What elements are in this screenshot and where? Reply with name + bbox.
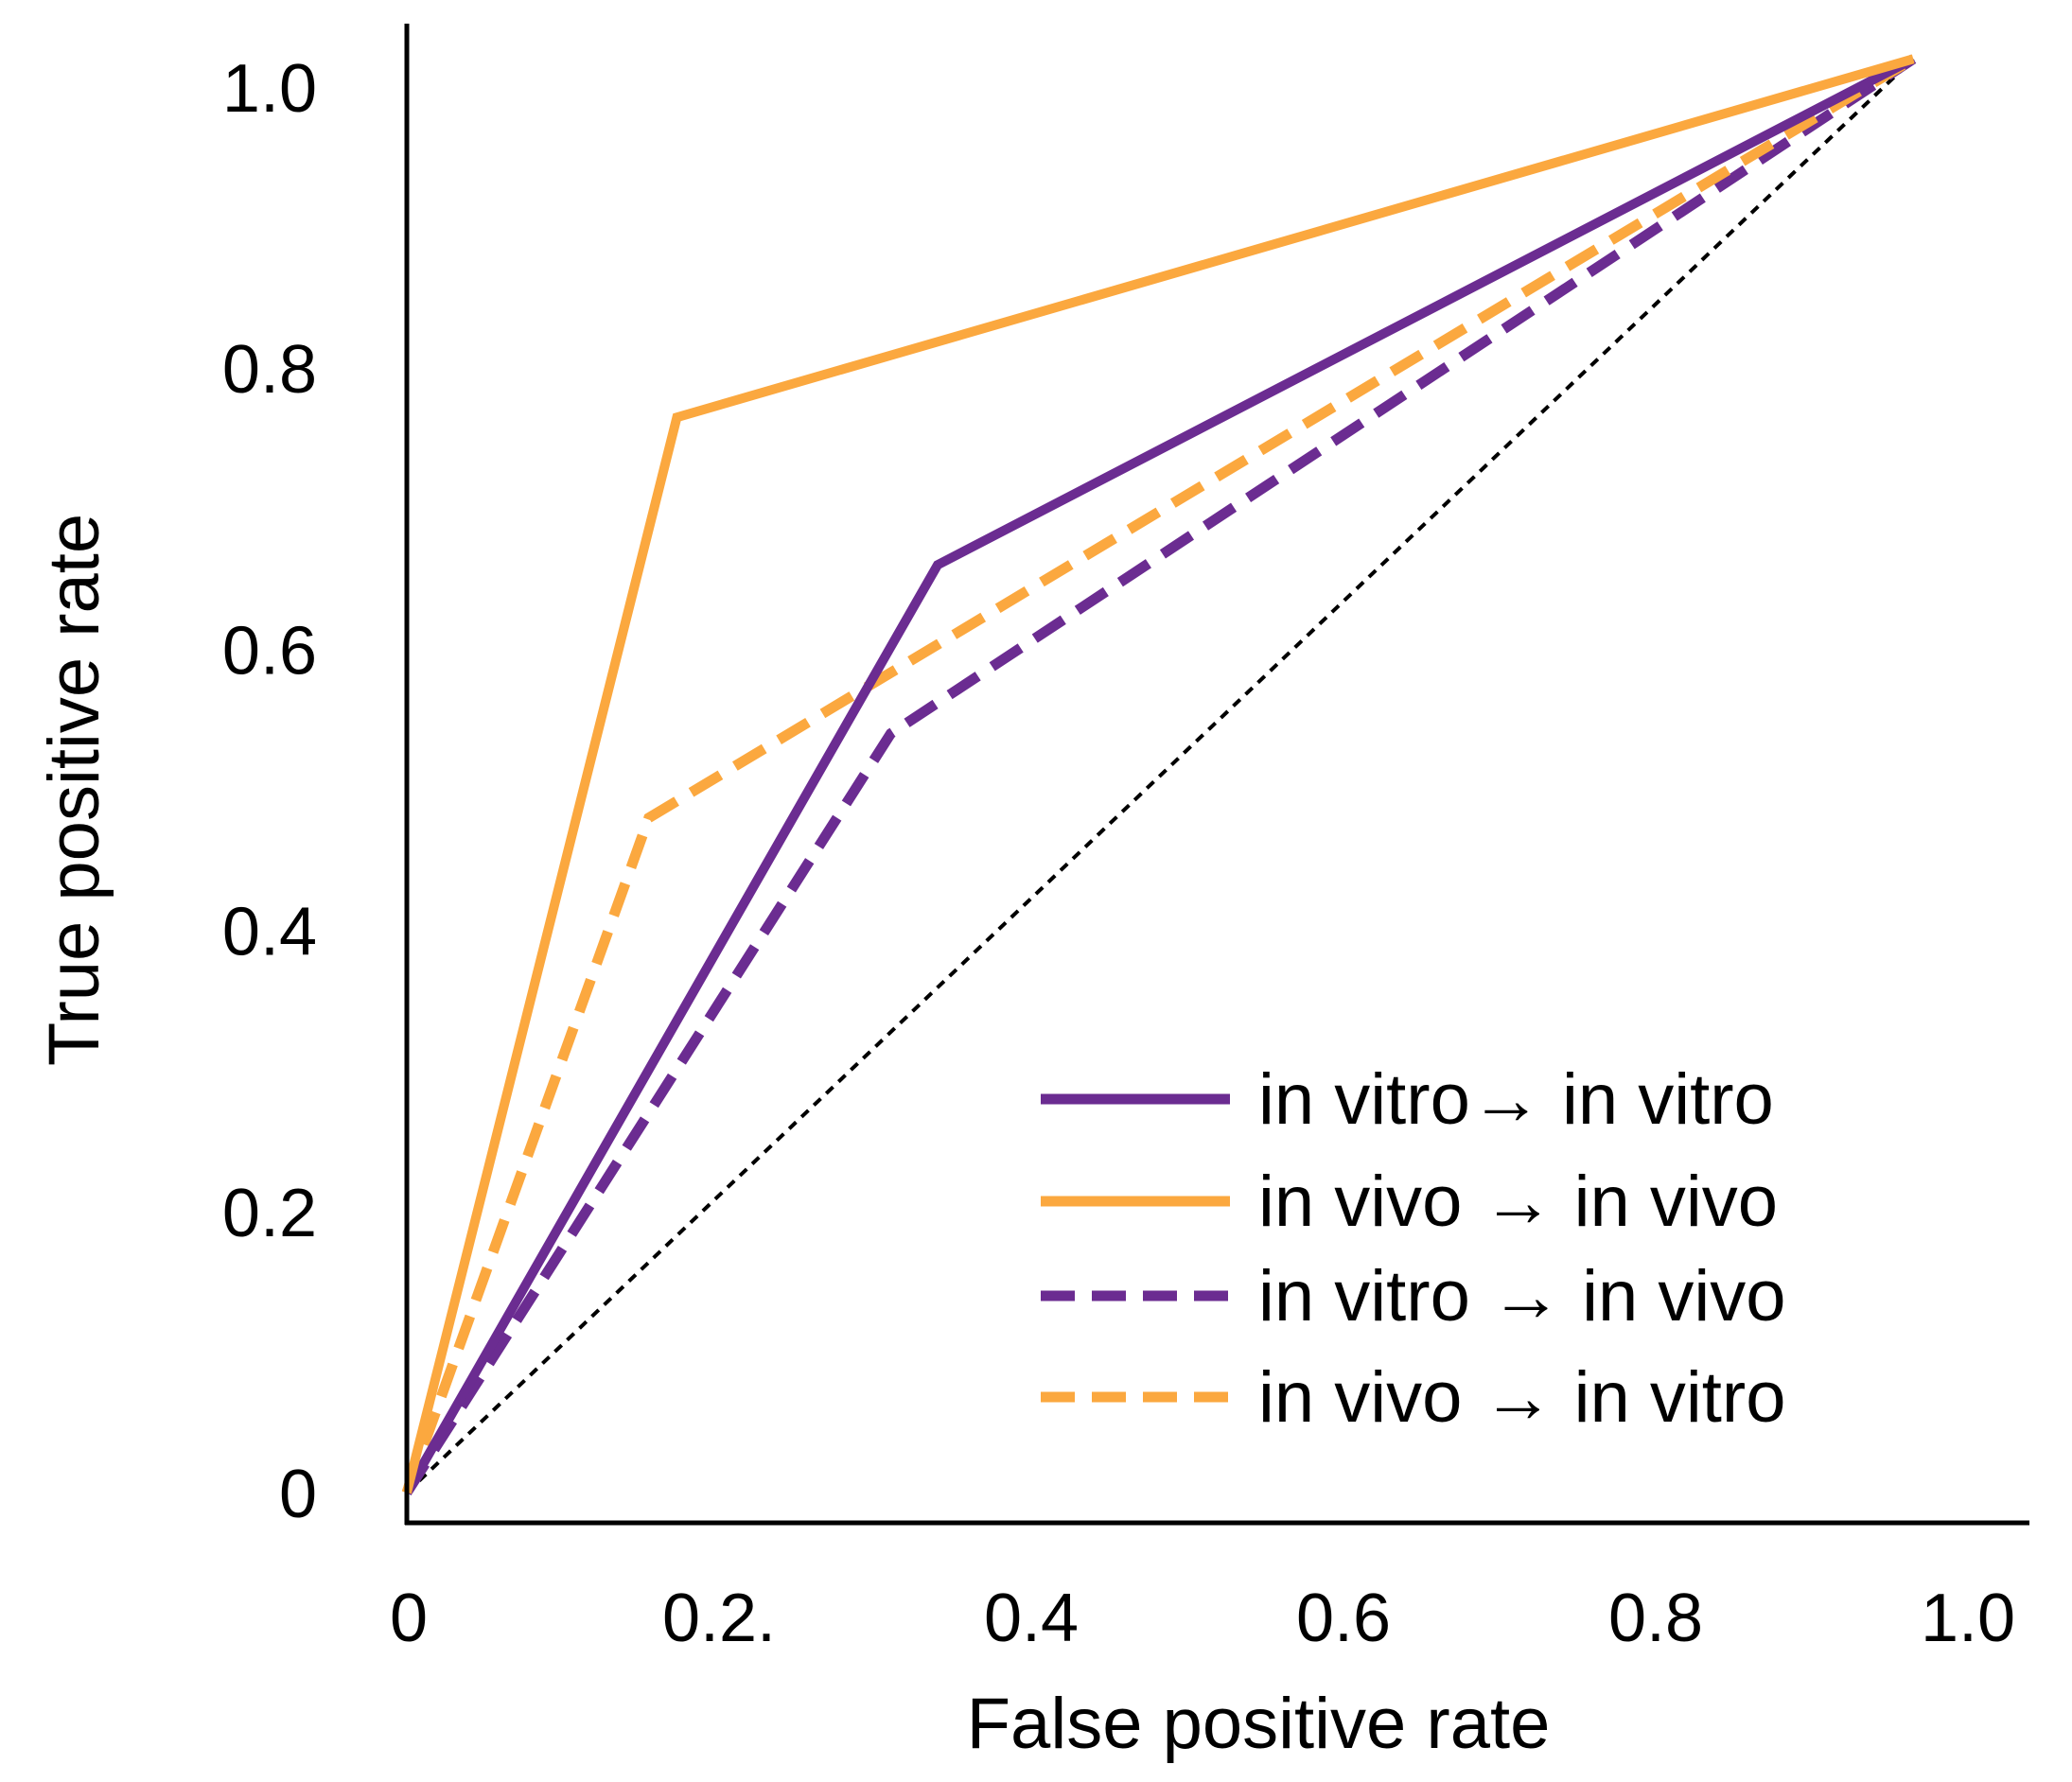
legend-label-1: in vitro→ in vitro [1258, 1059, 1774, 1140]
x-tick-label: 0.4 [984, 1581, 1079, 1656]
x-tick-label: 0.8 [1608, 1581, 1703, 1656]
y-tick-labels: 0 0.2 0.4 0.6 0.8 1.0 [222, 51, 317, 1532]
y-tick-label: 0 [279, 1457, 317, 1532]
series-line-4 [401, 54, 1917, 1494]
chance-reference-line [405, 57, 1915, 1494]
legend: in vitro→ in vitro in vivo → in vivo in vi… [1041, 1059, 1786, 1438]
x-tick-label: 0.6 [1296, 1581, 1391, 1656]
x-tick-label: 0.2. [662, 1581, 776, 1656]
legend-label-2: in vivo → in vivo [1258, 1162, 1778, 1242]
legend-label-3: in vitro → in vivo [1258, 1256, 1786, 1336]
legend-label-4: in vivo → in vitro [1258, 1357, 1786, 1438]
x-axis-label: False positive rate [967, 1684, 1551, 1764]
series-line-1 [402, 54, 1916, 1495]
series-line-2 [402, 54, 1915, 1494]
x-tick-labels: 0 0.2. 0.4 0.6 0.8 1.0 [390, 1581, 2015, 1656]
series-line-3 [402, 54, 1917, 1495]
plot-area [401, 54, 1917, 1495]
x-tick-label: 0 [390, 1581, 428, 1656]
y-axis-label: True positive rate [34, 514, 114, 1066]
y-tick-label: 0.6 [222, 613, 317, 689]
y-tick-label: 1.0 [222, 51, 317, 127]
y-tick-label: 0.8 [222, 332, 317, 408]
y-tick-label: 0.2 [222, 1176, 317, 1251]
y-tick-label: 0.4 [222, 895, 317, 970]
x-tick-label: 1.0 [1921, 1581, 2015, 1656]
